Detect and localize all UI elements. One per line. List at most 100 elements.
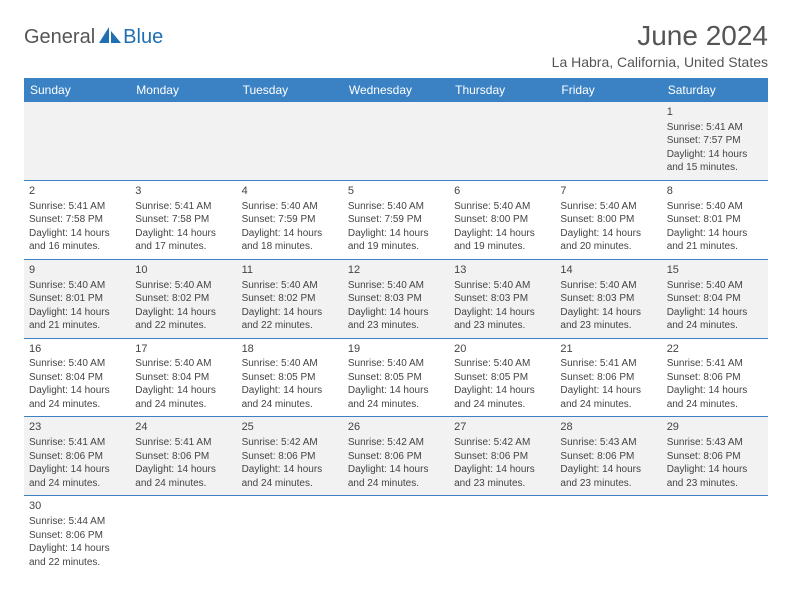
sunset-text: Sunset: 8:00 PM (454, 213, 550, 227)
sunset-text: Sunset: 8:06 PM (454, 450, 550, 464)
daylight1-text: Daylight: 14 hours (135, 384, 231, 398)
daylight1-text: Daylight: 14 hours (667, 384, 763, 398)
daylight2-text: and 24 minutes. (242, 398, 338, 412)
day-number: 18 (242, 342, 338, 357)
day-number: 10 (135, 263, 231, 278)
sunset-text: Sunset: 8:03 PM (348, 292, 444, 306)
calendar-cell: 13Sunrise: 5:40 AMSunset: 8:03 PMDayligh… (449, 259, 555, 338)
calendar-cell: 24Sunrise: 5:41 AMSunset: 8:06 PMDayligh… (130, 417, 236, 496)
sunrise-text: Sunrise: 5:41 AM (135, 200, 231, 214)
sunset-text: Sunset: 8:06 PM (667, 371, 763, 385)
title-block: June 2024 La Habra, California, United S… (552, 20, 768, 70)
daylight2-text: and 24 minutes. (667, 319, 763, 333)
sunrise-text: Sunrise: 5:40 AM (348, 279, 444, 293)
daylight1-text: Daylight: 14 hours (454, 227, 550, 241)
location: La Habra, California, United States (552, 54, 768, 70)
calendar-cell (555, 496, 661, 574)
daylight1-text: Daylight: 14 hours (29, 384, 125, 398)
calendar-cell: 28Sunrise: 5:43 AMSunset: 8:06 PMDayligh… (555, 417, 661, 496)
day-number: 21 (560, 342, 656, 357)
daylight2-text: and 24 minutes. (560, 398, 656, 412)
calendar-cell: 9Sunrise: 5:40 AMSunset: 8:01 PMDaylight… (24, 259, 130, 338)
day-number: 3 (135, 184, 231, 199)
daylight2-text: and 20 minutes. (560, 240, 656, 254)
daylight1-text: Daylight: 14 hours (667, 148, 763, 162)
calendar-cell: 25Sunrise: 5:42 AMSunset: 8:06 PMDayligh… (237, 417, 343, 496)
daylight2-text: and 24 minutes. (135, 477, 231, 491)
day-number: 11 (242, 263, 338, 278)
sunset-text: Sunset: 8:05 PM (348, 371, 444, 385)
daylight2-text: and 24 minutes. (454, 398, 550, 412)
day-number: 6 (454, 184, 550, 199)
calendar-cell (343, 496, 449, 574)
day-number: 25 (242, 420, 338, 435)
daylight1-text: Daylight: 14 hours (560, 384, 656, 398)
calendar-cell: 15Sunrise: 5:40 AMSunset: 8:04 PMDayligh… (662, 259, 768, 338)
sunset-text: Sunset: 8:06 PM (242, 450, 338, 464)
calendar-cell: 20Sunrise: 5:40 AMSunset: 8:05 PMDayligh… (449, 338, 555, 417)
daylight1-text: Daylight: 14 hours (560, 463, 656, 477)
calendar-row: 2Sunrise: 5:41 AMSunset: 7:58 PMDaylight… (24, 180, 768, 259)
day-number: 4 (242, 184, 338, 199)
calendar-cell: 17Sunrise: 5:40 AMSunset: 8:04 PMDayligh… (130, 338, 236, 417)
daylight1-text: Daylight: 14 hours (454, 306, 550, 320)
day-number: 26 (348, 420, 444, 435)
sunset-text: Sunset: 8:03 PM (560, 292, 656, 306)
daylight1-text: Daylight: 14 hours (135, 227, 231, 241)
day-number: 17 (135, 342, 231, 357)
sunset-text: Sunset: 8:04 PM (135, 371, 231, 385)
calendar-cell (343, 102, 449, 180)
weekday-header: Thursday (449, 78, 555, 102)
sunset-text: Sunset: 8:01 PM (29, 292, 125, 306)
sunset-text: Sunset: 8:06 PM (348, 450, 444, 464)
logo-text-blue: Blue (123, 26, 163, 49)
logo: General Blue (24, 20, 163, 49)
sunrise-text: Sunrise: 5:41 AM (29, 200, 125, 214)
sunrise-text: Sunrise: 5:40 AM (454, 357, 550, 371)
daylight1-text: Daylight: 14 hours (29, 463, 125, 477)
day-number: 16 (29, 342, 125, 357)
logo-sail-icon (99, 27, 121, 43)
calendar-cell: 2Sunrise: 5:41 AMSunset: 7:58 PMDaylight… (24, 180, 130, 259)
sunrise-text: Sunrise: 5:41 AM (560, 357, 656, 371)
sunrise-text: Sunrise: 5:42 AM (454, 436, 550, 450)
calendar-cell: 14Sunrise: 5:40 AMSunset: 8:03 PMDayligh… (555, 259, 661, 338)
daylight1-text: Daylight: 14 hours (348, 227, 444, 241)
day-number: 19 (348, 342, 444, 357)
daylight1-text: Daylight: 14 hours (560, 227, 656, 241)
day-number: 22 (667, 342, 763, 357)
weekday-header: Friday (555, 78, 661, 102)
sunrise-text: Sunrise: 5:40 AM (348, 200, 444, 214)
calendar-cell: 8Sunrise: 5:40 AMSunset: 8:01 PMDaylight… (662, 180, 768, 259)
daylight1-text: Daylight: 14 hours (667, 306, 763, 320)
weekday-header: Wednesday (343, 78, 449, 102)
sunrise-text: Sunrise: 5:40 AM (454, 200, 550, 214)
day-number: 9 (29, 263, 125, 278)
daylight1-text: Daylight: 14 hours (454, 384, 550, 398)
calendar-row: 16Sunrise: 5:40 AMSunset: 8:04 PMDayligh… (24, 338, 768, 417)
sunrise-text: Sunrise: 5:41 AM (29, 436, 125, 450)
sunset-text: Sunset: 8:05 PM (242, 371, 338, 385)
calendar-cell (237, 496, 343, 574)
logo-text-general: General (24, 26, 95, 49)
daylight1-text: Daylight: 14 hours (29, 542, 125, 556)
daylight2-text: and 22 minutes. (135, 319, 231, 333)
sunset-text: Sunset: 8:01 PM (667, 213, 763, 227)
calendar-cell (237, 102, 343, 180)
calendar-cell (130, 102, 236, 180)
daylight2-text: and 16 minutes. (29, 240, 125, 254)
calendar-cell: 21Sunrise: 5:41 AMSunset: 8:06 PMDayligh… (555, 338, 661, 417)
sunset-text: Sunset: 7:59 PM (242, 213, 338, 227)
calendar-cell: 29Sunrise: 5:43 AMSunset: 8:06 PMDayligh… (662, 417, 768, 496)
sunset-text: Sunset: 7:57 PM (667, 134, 763, 148)
sunset-text: Sunset: 8:03 PM (454, 292, 550, 306)
calendar-cell: 22Sunrise: 5:41 AMSunset: 8:06 PMDayligh… (662, 338, 768, 417)
sunrise-text: Sunrise: 5:40 AM (29, 279, 125, 293)
sunrise-text: Sunrise: 5:43 AM (667, 436, 763, 450)
day-number: 28 (560, 420, 656, 435)
daylight2-text: and 24 minutes. (242, 477, 338, 491)
day-number: 1 (667, 105, 763, 120)
day-number: 8 (667, 184, 763, 199)
calendar-cell: 26Sunrise: 5:42 AMSunset: 8:06 PMDayligh… (343, 417, 449, 496)
calendar-cell (449, 102, 555, 180)
